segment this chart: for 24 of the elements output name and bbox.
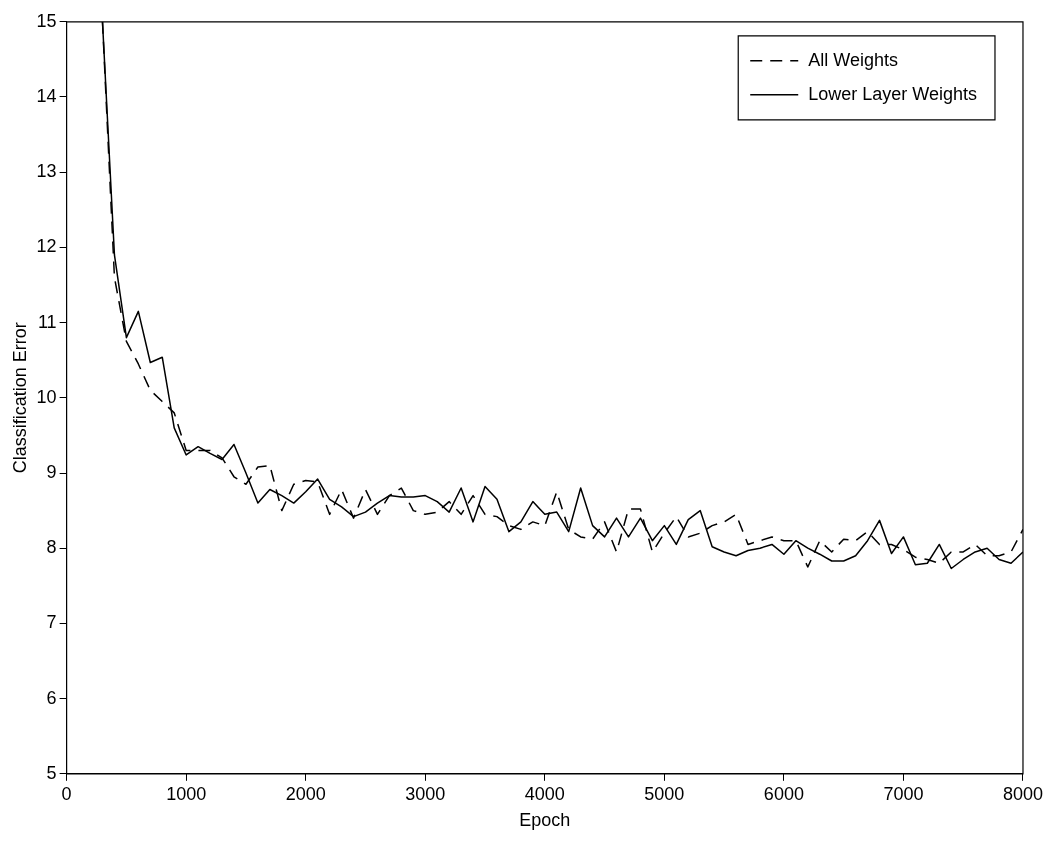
x-tick-label: 0 — [61, 783, 72, 804]
y-tick-label: 14 — [36, 85, 57, 106]
x-tick-label: 7000 — [883, 783, 924, 804]
y-tick-label: 10 — [36, 386, 57, 407]
y-tick-label: 12 — [36, 236, 57, 257]
y-tick-label: 9 — [46, 461, 57, 482]
y-tick-label: 6 — [46, 687, 57, 708]
legend-label: Lower Layer Weights — [808, 83, 977, 104]
y-tick-label: 11 — [37, 311, 57, 332]
y-tick-label: 13 — [36, 161, 57, 182]
x-tick-label: 8000 — [1002, 783, 1043, 804]
y-axis-title: Classification Error — [9, 322, 30, 474]
x-tick-label: 1000 — [166, 783, 207, 804]
legend-label: All Weights — [808, 49, 898, 70]
x-axis-title: Epoch — [519, 810, 571, 831]
y-tick-label: 5 — [46, 762, 57, 783]
y-tick-label: 7 — [46, 612, 57, 633]
x-tick-label: 4000 — [524, 783, 565, 804]
x-tick-label: 3000 — [405, 783, 446, 804]
x-tick-label: 6000 — [763, 783, 804, 804]
x-tick-label: 2000 — [285, 783, 326, 804]
y-tick-label: 8 — [46, 537, 57, 558]
y-tick-label: 15 — [36, 10, 57, 31]
x-tick-label: 5000 — [644, 783, 685, 804]
